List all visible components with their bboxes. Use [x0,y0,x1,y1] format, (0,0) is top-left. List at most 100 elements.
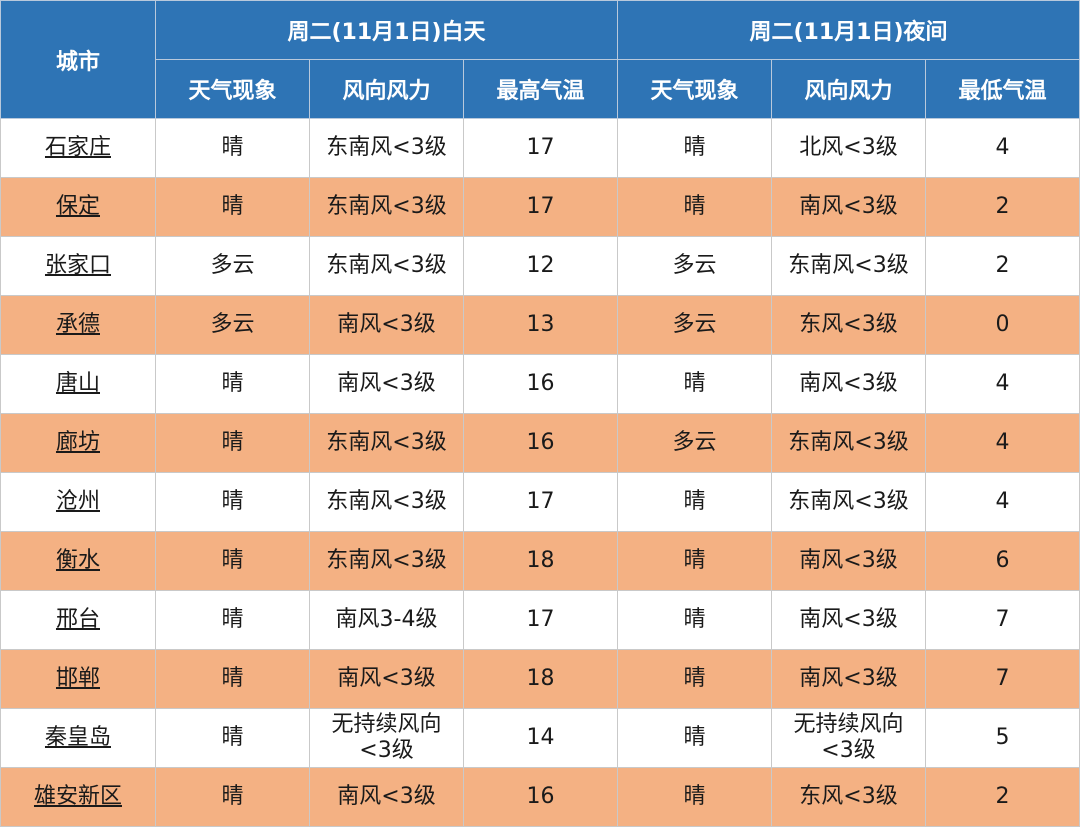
cell-night-weather: 晴 [617,354,773,414]
cell-high-temp: 17 [462,472,619,532]
city-link[interactable]: 雄安新区 [33,783,122,809]
cell-night-wind: 南风<3级 [771,354,927,414]
wind-text: 东南风<3级 [326,547,447,573]
cell-low-temp: 7 [925,649,1080,709]
header-day-group: 周二(11月1日)白天 [154,0,619,60]
wind-text: 无持续风向 [331,711,442,737]
wind-text: 东南风<3级 [326,193,447,219]
wind-text: 东南风<3级 [326,252,447,278]
cell-low-temp: 4 [925,472,1080,532]
header-day-weather: 天气现象 [155,59,310,119]
cell-high-temp: 13 [462,295,619,355]
city-link[interactable]: 邯郸 [55,665,100,691]
wind-text: 东南风<3级 [788,429,909,455]
wind-text: 南风3-4级 [335,606,438,632]
cell-city: 沧州 [0,472,156,532]
table-row: 邢台晴南风3-4级 17 晴南风<3级 7 [0,590,1080,650]
table-row: 唐山晴南风<3级 16 晴南风<3级 4 [0,354,1080,414]
cell-city: 秦皇岛 [0,708,156,768]
cell-city: 廊坊 [0,413,156,473]
city-link[interactable]: 廊坊 [55,429,100,455]
cell-city: 张家口 [0,236,156,296]
wind-text: 南风<3级 [799,606,898,632]
wind-text: <3级 [359,738,414,763]
wind-text: 南风<3级 [799,370,898,396]
cell-night-wind: 东南风<3级 [771,472,927,532]
cell-low-temp: 6 [925,531,1080,591]
table-row: 邯郸晴南风<3级 18 晴南风<3级 7 [0,649,1080,709]
cell-city: 承德 [0,295,156,355]
cell-night-wind: 南风<3级 [771,590,927,650]
city-link[interactable]: 沧州 [55,488,100,514]
cell-night-weather: 晴 [617,531,773,591]
cell-night-wind: 南风<3级 [771,177,927,237]
cell-day-wind: 南风3-4级 [309,590,464,650]
cell-high-temp: 16 [462,767,619,827]
cell-low-temp: 2 [925,767,1080,827]
wind-text: <3级 [821,738,876,763]
cell-day-weather: 多云 [155,295,310,355]
city-link[interactable]: 邢台 [55,606,100,632]
table-row: 张家口 多云 东南风<3级 12 多云 东南风<3级 2 [0,236,1080,296]
city-link[interactable]: 唐山 [55,370,100,396]
cell-day-weather: 晴 [155,118,310,178]
wind-text: 南风<3级 [337,370,436,396]
cell-city: 衡水 [0,531,156,591]
cell-night-weather: 晴 [617,590,773,650]
cell-high-temp: 18 [462,649,619,709]
cell-day-weather: 晴 [155,590,310,650]
header-night-wind: 风向风力 [771,59,927,119]
city-link[interactable]: 保定 [55,193,100,219]
cell-day-weather: 晴 [155,413,310,473]
cell-high-temp: 17 [462,118,619,178]
cell-low-temp: 4 [925,118,1080,178]
cell-city: 石家庄 [0,118,156,178]
cell-high-temp: 16 [462,354,619,414]
wind-text: 南风<3级 [799,193,898,219]
cell-city: 邢台 [0,590,156,650]
cell-day-wind: 东南风<3级 [309,118,464,178]
city-link[interactable]: 承德 [55,311,100,337]
cell-day-wind: 东南风<3级 [309,177,464,237]
cell-city: 邯郸 [0,649,156,709]
cell-low-temp: 0 [925,295,1080,355]
cell-low-temp: 4 [925,354,1080,414]
table-row: 石家庄晴东南风<3级 17 晴北风<3级 4 [0,118,1080,178]
header-day-wind: 风向风力 [309,59,464,119]
city-link[interactable]: 石家庄 [44,134,111,160]
cell-day-weather: 晴 [155,531,310,591]
wind-text: 东南风<3级 [788,488,909,514]
wind-text: 南风<3级 [337,783,436,809]
cell-day-wind: 南风<3级 [309,354,464,414]
cell-day-wind: 南风<3级 [309,295,464,355]
city-link[interactable]: 秦皇岛 [44,724,111,750]
cell-night-weather: 多云 [617,413,773,473]
cell-high-temp: 18 [462,531,619,591]
cell-day-weather: 晴 [155,177,310,237]
cell-day-weather: 晴 [155,767,310,827]
table-row: 沧州晴东南风<3级 17 晴东南风<3级 4 [0,472,1080,532]
cell-day-wind: 东南风<3级 [309,472,464,532]
cell-day-weather: 晴 [155,354,310,414]
table-row: 廊坊晴东南风<3级 16 多云 东南风<3级 4 [0,413,1080,473]
wind-text: 南风<3级 [799,547,898,573]
cell-day-weather: 晴 [155,472,310,532]
cell-night-wind: 南风<3级 [771,531,927,591]
wind-text: 无持续风向 [793,711,904,737]
cell-night-wind: 东风<3级 [771,295,927,355]
cell-high-temp: 14 [462,708,619,768]
wind-text: 东风<3级 [799,783,898,809]
wind-text: 北风<3级 [799,134,898,160]
cell-low-temp: 2 [925,236,1080,296]
wind-text: 南风<3级 [337,665,436,691]
cell-low-temp: 7 [925,590,1080,650]
cell-day-weather: 多云 [155,236,310,296]
table-row: 衡水晴东南风<3级 18 晴南风<3级 6 [0,531,1080,591]
cell-high-temp: 17 [462,177,619,237]
cell-night-wind: 无持续风向 <3级 [771,708,927,768]
cell-day-wind: 无持续风向 <3级 [309,708,464,768]
city-link[interactable]: 衡水 [55,547,100,573]
city-link[interactable]: 张家口 [44,252,111,278]
cell-high-temp: 17 [462,590,619,650]
wind-text: 南风<3级 [337,311,436,337]
